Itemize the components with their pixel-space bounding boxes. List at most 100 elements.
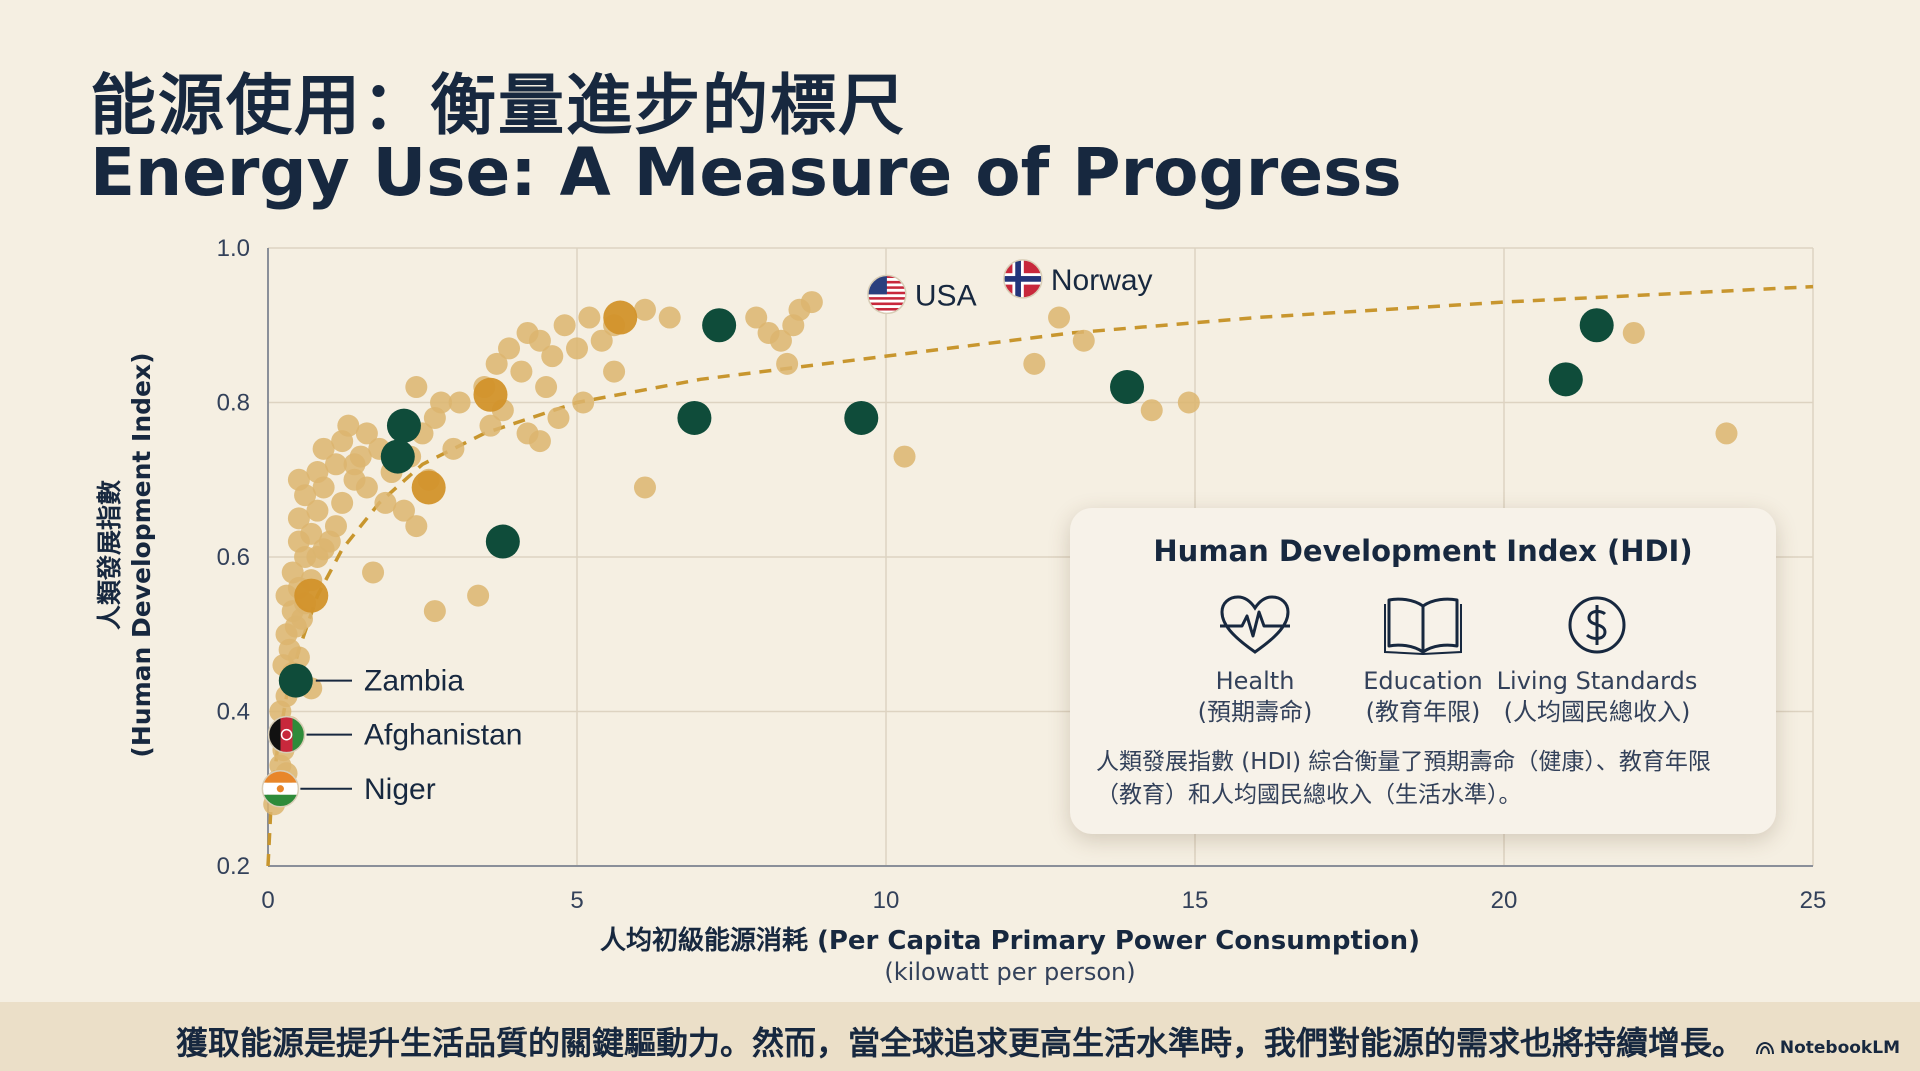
book-icon: [1384, 597, 1462, 656]
data-point-countries: [324, 453, 347, 476]
data-point-countries: [287, 646, 310, 669]
hdi-description-line2: （教育）和人均國民總收入（生活水準）。: [1096, 782, 1522, 808]
data-point-countries: [467, 584, 490, 607]
notebooklm-logo-icon: [1755, 1041, 1774, 1055]
data-point-countries: [1622, 321, 1645, 344]
x-axis-unit: (kilowatt per person): [884, 958, 1136, 986]
data-point-countries: [423, 406, 446, 429]
data-point-highlighted-green: [1110, 370, 1145, 405]
data-point-countries: [572, 391, 595, 414]
page-title-en: Energy Use: A Measure of Progress: [90, 134, 1402, 211]
data-point-countries: [1072, 329, 1095, 352]
annotation-label-niger: Niger: [364, 773, 436, 806]
dollar-coin-icon: [1568, 596, 1626, 654]
data-point-countries: [287, 507, 310, 530]
footer-text: 獲取能源是提升生活品質的關鍵驅動力。然而，當全球追求更高生活水準時，我們對能源的…: [175, 1024, 1744, 1062]
data-point-countries: [442, 437, 465, 460]
data-point-highlighted-green: [844, 400, 879, 435]
data-point-countries: [362, 561, 385, 584]
x-axis-label: 人均初級能源消耗 (Per Capita Primary Power Consu…: [599, 926, 1421, 956]
data-point-countries: [590, 329, 613, 352]
data-point-highlighted-green: [702, 308, 737, 343]
x-tick-label: 25: [1800, 887, 1827, 914]
data-point-countries: [1048, 306, 1071, 329]
y-tick-label: 0.8: [217, 390, 250, 417]
annotation-label-usa: USA: [915, 279, 977, 312]
data-point-countries: [331, 491, 354, 514]
data-point-countries: [355, 422, 378, 445]
data-point-highlighted-orange: [473, 377, 508, 412]
data-point-countries: [485, 352, 508, 375]
data-point-countries: [541, 345, 564, 368]
y-tick-label: 0.2: [217, 853, 250, 880]
hdi-education-item: Education (教育年限): [1318, 594, 1528, 728]
data-point-countries: [1140, 399, 1163, 422]
x-tick-label: 20: [1491, 887, 1518, 914]
annotation-label-norway: Norway: [1051, 264, 1153, 297]
data-point-countries: [633, 476, 656, 499]
data-point-highlighted-orange: [294, 578, 329, 613]
data-point-countries: [405, 515, 428, 538]
data-point-countries: [776, 352, 799, 375]
data-point-countries: [479, 414, 502, 437]
usa-flag-icon: [867, 274, 907, 315]
data-point-countries: [423, 600, 446, 623]
data-point-countries: [1023, 352, 1046, 375]
data-point-highlighted-green: [380, 439, 415, 474]
hdi-education-label: Education: [1363, 667, 1483, 695]
data-point-highlighted-orange: [603, 300, 638, 335]
data-point-countries: [312, 437, 335, 460]
hdi-health-label: Health: [1215, 667, 1295, 695]
data-point-highlighted-green: [1579, 308, 1614, 343]
data-point-countries: [281, 561, 304, 584]
data-point-countries: [633, 298, 656, 321]
data-point-countries: [306, 499, 329, 522]
y-tick-label: 1.0: [217, 235, 250, 262]
data-point-highlighted-green: [677, 400, 712, 435]
annotation-label-afghanistan: Afghanistan: [364, 719, 522, 752]
data-point-countries: [1715, 422, 1738, 445]
hdi-living-label: Living Standards: [1496, 667, 1698, 695]
data-point-countries: [392, 499, 415, 522]
niger-flag-icon: [261, 770, 300, 808]
data-point-countries: [337, 414, 360, 437]
hdi-education-sublabel: (教育年限): [1365, 698, 1481, 726]
x-tick-label: 0: [261, 887, 274, 914]
hdi-card-title: Human Development Index (HDI): [1153, 534, 1693, 568]
data-point-countries: [658, 306, 681, 329]
hdi-health-item: Health (預期壽命): [1150, 594, 1360, 728]
x-tick-label: 5: [570, 887, 583, 914]
data-point-countries: [498, 337, 521, 360]
hdi-living-sublabel: (人均國民總收入): [1503, 698, 1691, 726]
data-point-countries: [553, 314, 576, 337]
data-point-countries: [578, 306, 601, 329]
heart-pulse-icon: [1220, 595, 1290, 654]
data-point-highlighted-green: [1548, 362, 1583, 397]
data-point-countries: [355, 476, 378, 499]
data-point-countries: [566, 337, 588, 360]
data-point-countries: [535, 376, 558, 399]
data-point-countries: [448, 391, 471, 414]
data-point-highlighted-orange: [411, 470, 446, 505]
x-tick-label: 10: [873, 887, 900, 914]
hdi-description-line1: 人類發展指數 (HDI) 綜合衡量了預期壽命（健康）、教育年限: [1096, 749, 1711, 775]
norway-flag-icon: [1003, 259, 1043, 299]
data-point-countries: [528, 329, 551, 352]
data-point-highlighted-green: [386, 408, 421, 443]
annotation-label-zambia: Zambia: [364, 665, 464, 698]
brand: NotebookLM: [1755, 1038, 1900, 1058]
y-axis-label-en: (Human Development Index): [127, 352, 156, 757]
data-point-countries: [300, 522, 323, 545]
y-tick-label: 0.4: [217, 699, 250, 726]
data-point-highlighted-green: [485, 524, 520, 559]
data-point-countries: [324, 515, 347, 538]
data-point-countries: [510, 360, 533, 383]
data-point-countries: [306, 461, 329, 484]
data-point-countries: [603, 360, 626, 383]
x-tick-label: 15: [1182, 887, 1209, 914]
data-point-countries: [1177, 391, 1200, 414]
data-point-highlighted-green: [278, 663, 313, 698]
data-point-countries: [769, 329, 792, 352]
y-axis-label-zh: 人類發展指數: [95, 480, 124, 630]
data-point-countries: [547, 406, 570, 429]
